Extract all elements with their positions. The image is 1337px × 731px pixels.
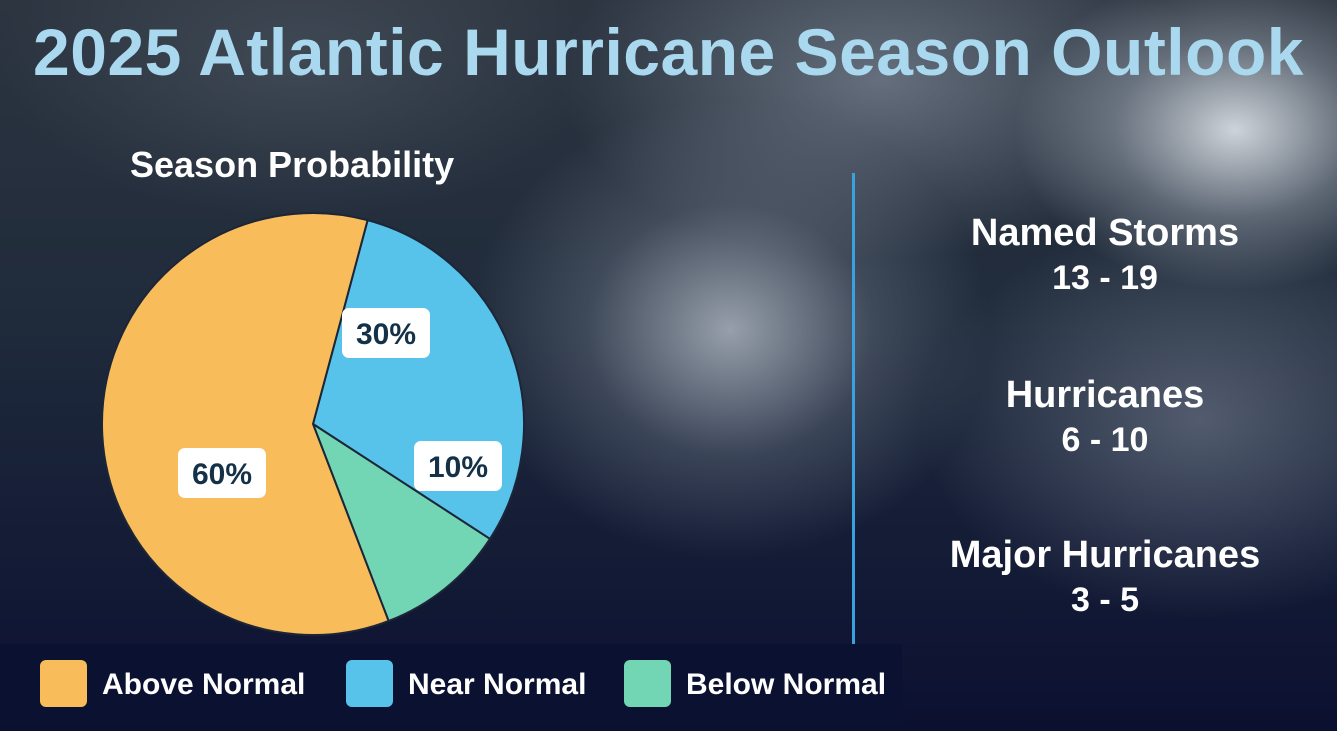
- pie-label-below-normal: 10%: [414, 441, 502, 491]
- legend-label: Near Normal: [408, 668, 587, 701]
- stat-label: Major Hurricanes: [949, 534, 1261, 576]
- legend-label: Below Normal: [686, 668, 887, 701]
- legend-label: Above Normal: [102, 668, 306, 701]
- season-probability-pie: 30% 10% 60%: [101, 212, 525, 636]
- pie-label-above-normal: 60%: [178, 448, 266, 498]
- stat-value: 6 - 10: [1061, 421, 1149, 459]
- stat-label: Named Storms: [970, 212, 1240, 254]
- pie-slice-above-normal: [101, 212, 390, 636]
- legend-swatch: [40, 660, 87, 707]
- legend-swatch: [346, 660, 393, 707]
- chart-title: Season Probability: [130, 144, 455, 185]
- pie-label-near-normal: 30%: [342, 308, 430, 358]
- section-divider: [852, 173, 855, 645]
- chart-legend: Above Normal Near Normal Below Normal: [0, 644, 902, 724]
- stat-value: 3 - 5: [1070, 581, 1140, 619]
- stat-label: Hurricanes: [1005, 374, 1205, 416]
- pie-slice-below-normal: [310, 421, 492, 623]
- stat-named-storms: Named Storms 13 - 19: [900, 212, 1310, 298]
- pie-label-text: 30%: [356, 318, 416, 351]
- stat-hurricanes: Hurricanes 6 - 10: [900, 374, 1310, 460]
- page-title: 2025 Atlantic Hurricane Season Outlook: [33, 15, 1304, 89]
- stat-major-hurricanes: Major Hurricanes 3 - 5: [900, 534, 1310, 620]
- pie-label-box: [414, 441, 502, 491]
- stat-value: 13 - 19: [1052, 259, 1158, 297]
- pie-label-text: 60%: [192, 458, 252, 491]
- pie-label-box: [342, 308, 430, 358]
- pie-label-text: 10%: [428, 451, 488, 484]
- legend-swatch: [624, 660, 671, 707]
- pie-label-box: [178, 448, 266, 498]
